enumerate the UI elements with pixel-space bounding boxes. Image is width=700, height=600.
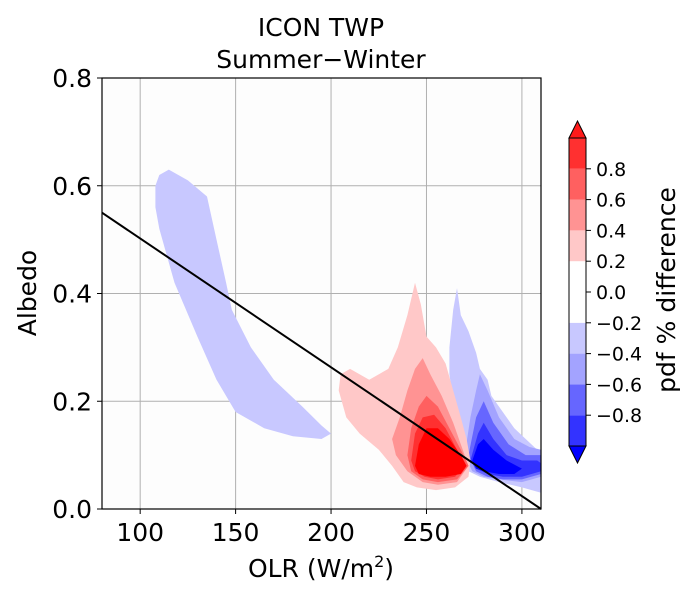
colorbar-segment: [569, 415, 586, 446]
colorbar-tick-label: 0.8: [596, 159, 626, 181]
colorbar-segment: [569, 199, 586, 231]
y-tick-label: 0.2: [52, 387, 92, 416]
x-tick-label: 300: [498, 518, 546, 547]
colorbar-segment: [569, 230, 586, 262]
contour-region: [472, 439, 522, 474]
x-tick-label: 150: [212, 518, 260, 547]
reference-line-group: [101, 211, 542, 510]
x-tick-label: 100: [116, 518, 164, 547]
colorbar-tick-label: 0.4: [596, 220, 626, 242]
y-axis: 0.0 0.2 0.4 0.6 0.8: [52, 64, 102, 524]
colorbar-segment: [569, 322, 586, 354]
colorbar-tick-label: 0.0: [596, 282, 626, 304]
colorbar-tick-label: 0.2: [596, 251, 626, 273]
y-tick-label: 0.0: [52, 495, 92, 524]
colorbar-segment: [569, 168, 586, 200]
chart-subtitle: Summer−Winter: [216, 45, 426, 74]
x-axis-label-tail: ): [384, 554, 394, 583]
contour-region: [415, 428, 467, 477]
colorbar: −0.8 −0.6 −0.4 −0.2 0.0 0.2 0.4 0.6 0.8: [568, 119, 642, 465]
y-axis-label: Albedo: [13, 250, 42, 336]
colorbar-extend-min: [568, 445, 587, 465]
colorbar-segment: [569, 353, 586, 385]
colorbar-tick-label: −0.2: [596, 313, 642, 335]
y-tick-label: 0.6: [52, 172, 92, 201]
contour-region: [155, 169, 331, 439]
y-tick-label: 0.4: [52, 280, 92, 309]
colorbar-segment: [569, 261, 586, 323]
colorbar-tick-label: −0.8: [596, 405, 642, 427]
x-axis-label: OLR (W/m2): [248, 552, 394, 583]
colorbar-tick-label: 0.6: [596, 190, 626, 212]
colorbar-tick-label: −0.4: [596, 344, 642, 366]
colorbar-segment: [569, 138, 586, 169]
chart-title-group: ICON TWP Summer−Winter: [216, 13, 426, 74]
y-tick-label: 0.8: [52, 64, 92, 93]
colorbar-segment: [569, 384, 586, 416]
x-axis-label-superscript: 2: [374, 552, 384, 571]
contour-regions: [155, 169, 541, 493]
x-axis: 100 150 200 250 300: [116, 509, 546, 547]
x-tick-label: 200: [307, 518, 355, 547]
colorbar-tick-label: −0.6: [596, 374, 642, 396]
colorbar-extend-max: [568, 119, 587, 139]
x-axis-label-main: OLR (W/m: [248, 554, 374, 583]
colorbar-label: pdf % difference: [652, 187, 681, 393]
chart-title: ICON TWP: [258, 13, 384, 42]
reference-line: [101, 211, 542, 510]
x-tick-label: 250: [403, 518, 451, 547]
